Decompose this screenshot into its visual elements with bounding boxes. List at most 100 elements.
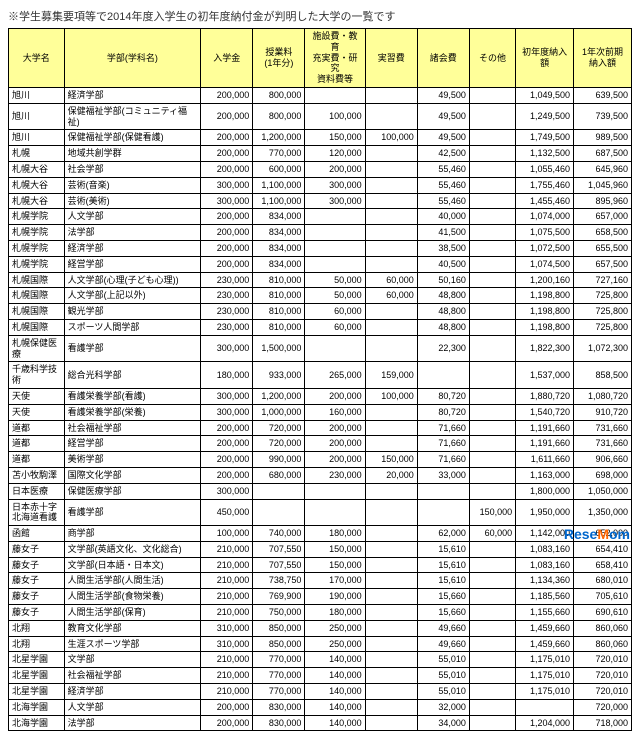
amount	[365, 335, 417, 362]
amount: 310,000	[201, 620, 253, 636]
amount	[305, 87, 365, 103]
amount: 40,000	[417, 209, 469, 225]
amount	[469, 362, 515, 389]
amount: 200,000	[201, 452, 253, 468]
amount: 1,350,000	[574, 499, 632, 526]
amount	[469, 620, 515, 636]
dept-name: 看護栄養学部(栄養)	[64, 404, 201, 420]
amount: 687,500	[574, 146, 632, 162]
amount: 707,550	[253, 541, 305, 557]
amount: 210,000	[201, 541, 253, 557]
dept-name: 人文学部(上記以外)	[64, 288, 201, 304]
amount	[469, 467, 515, 483]
univ-name: 札幌学院	[9, 225, 65, 241]
amount	[469, 130, 515, 146]
table-row: 札幌地域共創学群200,000770,000120,00042,5001,132…	[9, 146, 632, 162]
amount: 200,000	[201, 420, 253, 436]
page-title: ※学生募集要項等で2014年度入学生の初年度納付金が判明した大学の一覧です	[8, 8, 632, 24]
dept-name: 経済学部	[64, 240, 201, 256]
amount: 200,000	[201, 130, 253, 146]
amount: 770,000	[253, 146, 305, 162]
amount	[469, 589, 515, 605]
amount: 680,000	[253, 467, 305, 483]
amount: 200,000	[201, 225, 253, 241]
amount: 1,611,660	[516, 452, 574, 468]
amount: 230,000	[305, 467, 365, 483]
amount	[365, 499, 417, 526]
tuition-table: 大学名学部(学科名)入学金授業料(1年分)施設費・教育充実費・研究資料費等実習費…	[8, 28, 632, 731]
amount: 1,074,500	[516, 256, 574, 272]
amount: 60,000	[365, 288, 417, 304]
amount: 210,000	[201, 557, 253, 573]
amount	[305, 240, 365, 256]
amount	[365, 209, 417, 225]
amount	[469, 256, 515, 272]
amount: 1,200,000	[253, 130, 305, 146]
dept-name: 人間生活学部(人間生活)	[64, 573, 201, 589]
amount	[365, 256, 417, 272]
univ-name: 北翔	[9, 620, 65, 636]
amount: 159,000	[365, 362, 417, 389]
amount: 810,000	[253, 288, 305, 304]
amount: 720,000	[574, 699, 632, 715]
amount: 49,500	[417, 103, 469, 130]
table-row: 日本赤十字北海道看護看護学部450,000150,0001,950,0001,3…	[9, 499, 632, 526]
dept-name: 地域共創学群	[64, 146, 201, 162]
amount: 1,080,720	[574, 388, 632, 404]
amount	[469, 335, 515, 362]
amount: 150,000	[365, 452, 417, 468]
amount: 739,500	[574, 103, 632, 130]
amount: 750,000	[253, 605, 305, 621]
amount: 707,550	[253, 557, 305, 573]
dept-name: 人文学部	[64, 209, 201, 225]
univ-name: 札幌大谷	[9, 193, 65, 209]
amount: 100,000	[201, 526, 253, 542]
univ-name: 道都	[9, 420, 65, 436]
amount: 48,800	[417, 304, 469, 320]
col-header: 実習費	[365, 29, 417, 88]
amount	[365, 483, 417, 499]
amount: 770,000	[253, 668, 305, 684]
table-row: 道都社会福祉学部200,000720,000200,00071,6601,191…	[9, 420, 632, 436]
amount	[365, 146, 417, 162]
amount: 140,000	[305, 684, 365, 700]
dept-name: 経営学部	[64, 436, 201, 452]
dept-name: 経済学部	[64, 684, 201, 700]
amount: 933,000	[253, 362, 305, 389]
amount	[469, 715, 515, 731]
amount: 1,175,010	[516, 684, 574, 700]
amount: 810,000	[253, 319, 305, 335]
amount: 32,000	[417, 699, 469, 715]
amount: 150,000	[305, 557, 365, 573]
amount	[469, 404, 515, 420]
amount: 1,537,000	[516, 362, 574, 389]
amount	[469, 699, 515, 715]
amount: 1,459,660	[516, 620, 574, 636]
amount	[417, 362, 469, 389]
table-row: 藤女子人間生活学部(保育)210,000750,000180,00015,660…	[9, 605, 632, 621]
table-row: 藤女子人間生活学部(人間生活)210,000738,750170,00015,6…	[9, 573, 632, 589]
amount: 680,010	[574, 573, 632, 589]
univ-name: 藤女子	[9, 573, 65, 589]
amount: 1,072,500	[516, 240, 574, 256]
amount	[469, 452, 515, 468]
amount: 60,000	[305, 304, 365, 320]
col-header: 施設費・教育充実費・研究資料費等	[305, 29, 365, 88]
amount: 1,074,000	[516, 209, 574, 225]
table-row: 札幌大谷社会学部200,000600,000200,00055,4601,055…	[9, 161, 632, 177]
amount: 989,500	[574, 130, 632, 146]
amount: 55,010	[417, 668, 469, 684]
amount: 33,000	[417, 467, 469, 483]
dept-name: 生涯スポーツ学部	[64, 636, 201, 652]
amount: 250,000	[305, 620, 365, 636]
amount: 1,749,500	[516, 130, 574, 146]
amount	[365, 225, 417, 241]
table-row: 藤女子文学部(英語文化、文化総合)210,000707,550150,00015…	[9, 541, 632, 557]
dept-name: 法学部	[64, 225, 201, 241]
amount: 1,198,800	[516, 288, 574, 304]
amount	[516, 699, 574, 715]
amount	[469, 193, 515, 209]
amount: 1,072,300	[574, 335, 632, 362]
amount: 834,000	[253, 225, 305, 241]
amount: 41,500	[417, 225, 469, 241]
